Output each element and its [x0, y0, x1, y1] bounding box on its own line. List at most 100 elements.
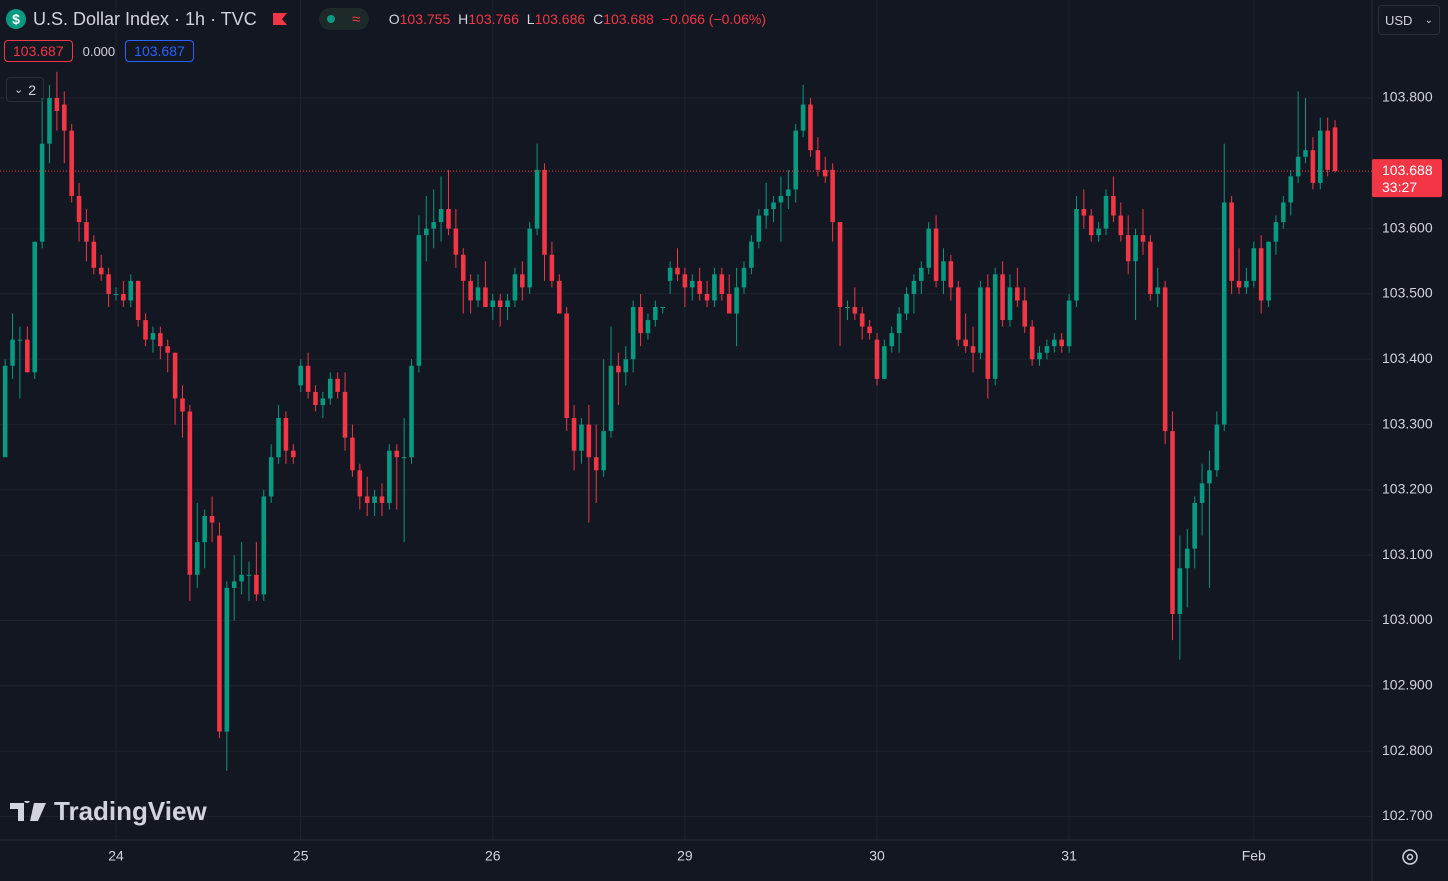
candle-body — [202, 516, 207, 543]
candle-body — [1081, 209, 1087, 216]
candle-body — [25, 339, 30, 373]
candle-body — [490, 300, 496, 307]
candle-body — [911, 280, 917, 294]
candle-body — [1273, 222, 1279, 242]
candle-body — [165, 346, 171, 353]
candle-body — [726, 293, 732, 314]
candle-body — [800, 104, 806, 131]
candle-body — [712, 274, 717, 301]
candle-body — [39, 143, 45, 242]
candle-body — [882, 346, 887, 379]
candle-body — [778, 195, 784, 203]
candle-body — [579, 424, 584, 451]
candle-body — [978, 287, 983, 353]
ohlc-legend: O103.755 H103.766 L103.686 C103.688 −0.0… — [389, 11, 766, 27]
candle-body — [571, 418, 577, 451]
candle-body — [76, 195, 82, 223]
symbol-title[interactable]: U.S. Dollar Index · 1h · TVC — [33, 8, 257, 29]
candle-body — [904, 293, 909, 314]
candle-body — [1096, 228, 1101, 236]
trade-row: 103.687 0.000 103.687 — [4, 40, 194, 62]
candle-body — [483, 287, 488, 307]
candle-body — [1192, 502, 1197, 549]
candle-body — [1044, 346, 1050, 353]
candle-body — [416, 235, 422, 366]
candle-body — [98, 267, 104, 275]
candle-body — [209, 516, 215, 523]
candle-body — [1155, 287, 1161, 294]
y-tick-label: 103.200 — [1382, 481, 1433, 497]
candle-body — [1007, 287, 1013, 321]
status-pill[interactable]: ≈ — [318, 8, 369, 30]
candle-body — [534, 169, 540, 229]
sell-price[interactable]: 103.687 — [4, 40, 73, 62]
candle-body — [653, 306, 658, 321]
candle-body — [497, 300, 503, 307]
candle-body — [1332, 127, 1338, 172]
candle-body — [143, 320, 148, 340]
candle-body — [963, 339, 968, 347]
candle-body — [616, 365, 621, 373]
candle-body — [32, 241, 38, 373]
y-tick-label: 103.300 — [1382, 415, 1433, 431]
flag-icon[interactable] — [271, 11, 289, 27]
candle-body — [1281, 202, 1286, 223]
candle-body — [919, 267, 924, 281]
candle-body — [830, 169, 835, 223]
candle-body — [815, 150, 821, 170]
candle-body — [246, 574, 252, 576]
candle-body — [150, 333, 156, 340]
candle-body — [475, 287, 481, 301]
candle-body — [933, 228, 939, 281]
candle-body — [1199, 483, 1205, 503]
candle-body — [1325, 130, 1330, 170]
candle-body — [601, 431, 606, 471]
candle-body — [54, 97, 60, 112]
candle-body — [593, 457, 599, 471]
candle-body — [342, 391, 348, 438]
candle-body — [638, 306, 643, 334]
watermark: TradingView — [10, 796, 207, 827]
candle-body — [557, 280, 562, 314]
candle-body — [313, 391, 318, 405]
candle-body — [874, 339, 880, 379]
ohlc-value: 103.688 — [603, 11, 654, 27]
candle-body — [1148, 241, 1153, 294]
x-tick-label: 24 — [108, 848, 124, 864]
candle-body — [675, 267, 680, 275]
candle-body — [357, 470, 363, 497]
y-tick-label: 103.100 — [1382, 546, 1433, 562]
x-tick-label: 30 — [869, 848, 885, 864]
candle-body — [1125, 235, 1131, 262]
candle-body — [327, 378, 333, 399]
candle-body — [926, 228, 931, 268]
settings-icon-center — [1406, 853, 1414, 861]
y-tick-label: 103.600 — [1382, 219, 1433, 235]
candle-body — [128, 280, 134, 301]
indicators-toggle[interactable]: ⌄ 2 — [6, 77, 44, 102]
ohlc-value: 103.686 — [534, 11, 586, 27]
ohlc-value: 103.766 — [468, 11, 519, 27]
candle-body — [17, 339, 23, 341]
candle-body — [689, 280, 695, 288]
currency: USD — [1385, 12, 1413, 28]
candle-body — [859, 313, 865, 327]
candle-body — [409, 365, 414, 458]
candle-body — [453, 228, 459, 255]
candle-body — [69, 130, 74, 196]
candle-body — [756, 215, 762, 242]
settings-icon[interactable] — [1402, 849, 1418, 865]
candle-body — [47, 97, 52, 144]
ohlc-label: L — [526, 11, 535, 27]
candle-body — [645, 320, 651, 334]
candle-body — [1207, 470, 1212, 484]
currency-select[interactable]: USD ⌄ — [1378, 5, 1440, 35]
candle-body — [91, 241, 97, 268]
candle-body — [438, 209, 444, 223]
candle-body — [305, 365, 311, 392]
buy-price[interactable]: 103.687 — [125, 40, 194, 62]
candle-body — [1258, 248, 1264, 301]
candle-body — [1170, 431, 1175, 614]
candle-body — [1162, 287, 1168, 432]
candle-body — [298, 365, 303, 386]
